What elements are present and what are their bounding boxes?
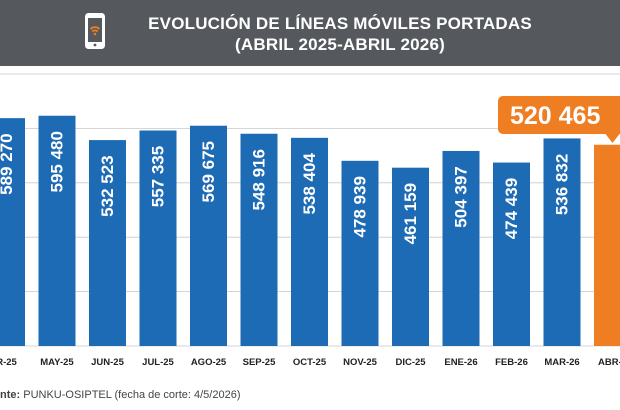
x-tick-label: ENE-26 <box>444 357 477 368</box>
value-label: 532 523 <box>98 155 117 216</box>
chart-title-line2: (ABRIL 2025-ABRIL 2026) <box>235 35 445 54</box>
x-tick-label: MAR-26 <box>544 357 579 368</box>
x-tick-label: JUL-25 <box>142 357 174 368</box>
callout-box <box>498 96 620 134</box>
x-tick-labels: R-25 MAY-25 JUN-25 JUL-25 AGO-25 SEP-25 OCT-25… <box>0 357 620 368</box>
value-label: 589 270 <box>0 133 16 194</box>
bar <box>442 150 480 346</box>
source-text: PUNKU-OSIPTEL (fecha de corte: 4/5/2026) <box>23 389 241 401</box>
x-tick-label: AGO-25 <box>191 357 227 368</box>
bar <box>341 160 379 346</box>
chart-header: EVOLUCIÓN DE LÍNEAS MÓVILES PORTADAS (AB… <box>0 0 620 66</box>
value-label: 548 916 <box>250 149 269 210</box>
x-tick-label: MAY-25 <box>40 357 74 368</box>
bar <box>38 115 76 346</box>
value-label: 461 159 <box>401 183 420 244</box>
value-labels: 589 270 595 480 532 523 557 335 569 675 548 9… <box>0 131 572 244</box>
bars <box>0 115 620 347</box>
x-tick-label: NOV-25 <box>343 357 378 368</box>
bar <box>493 162 530 346</box>
value-label: 569 675 <box>199 141 218 202</box>
x-tick-label: FEB-26 <box>495 357 528 368</box>
bar <box>0 118 25 347</box>
x-tick-label: JUN-25 <box>91 357 124 368</box>
callout-pointer <box>605 134 620 143</box>
x-tick-label: DIC-25 <box>395 357 426 368</box>
x-tick-label: SEP-25 <box>243 357 276 368</box>
highlight-callout: 520 465 <box>498 96 620 143</box>
chart-title-line1: EVOLUCIÓN DE LÍNEAS MÓVILES PORTADAS <box>148 14 532 33</box>
bar <box>240 133 278 346</box>
value-label: 474 439 <box>502 178 521 239</box>
source-note: nte: PUNKU-OSIPTEL (fecha de corte: 4/5/… <box>0 389 620 410</box>
bar <box>392 167 429 346</box>
x-tick-label: R-25 <box>0 357 18 368</box>
value-label: 595 480 <box>48 131 67 192</box>
x-tick-label: ABR-2 <box>598 357 620 368</box>
value-label: 557 335 <box>149 146 168 207</box>
bar <box>190 125 227 346</box>
bar <box>89 140 126 346</box>
value-label: 536 832 <box>553 154 572 215</box>
chart-title: EVOLUCIÓN DE LÍNEAS MÓVILES PORTADAS (AB… <box>120 13 560 55</box>
x-tick-label: OCT-25 <box>293 357 327 368</box>
value-label: 478 939 <box>351 176 370 237</box>
bar-highlight <box>594 144 620 346</box>
bar <box>543 138 581 346</box>
bar-chart: 589 270 595 480 532 523 557 335 569 675 548 9… <box>0 73 620 368</box>
callout-value-label: 520 465 <box>510 102 600 130</box>
value-label: 504 397 <box>452 166 471 227</box>
mobile-phone-wifi-icon <box>85 13 105 49</box>
bar <box>291 137 328 346</box>
bar <box>139 130 177 346</box>
source-prefix: nte: <box>0 389 21 401</box>
value-label: 538 404 <box>300 153 319 215</box>
